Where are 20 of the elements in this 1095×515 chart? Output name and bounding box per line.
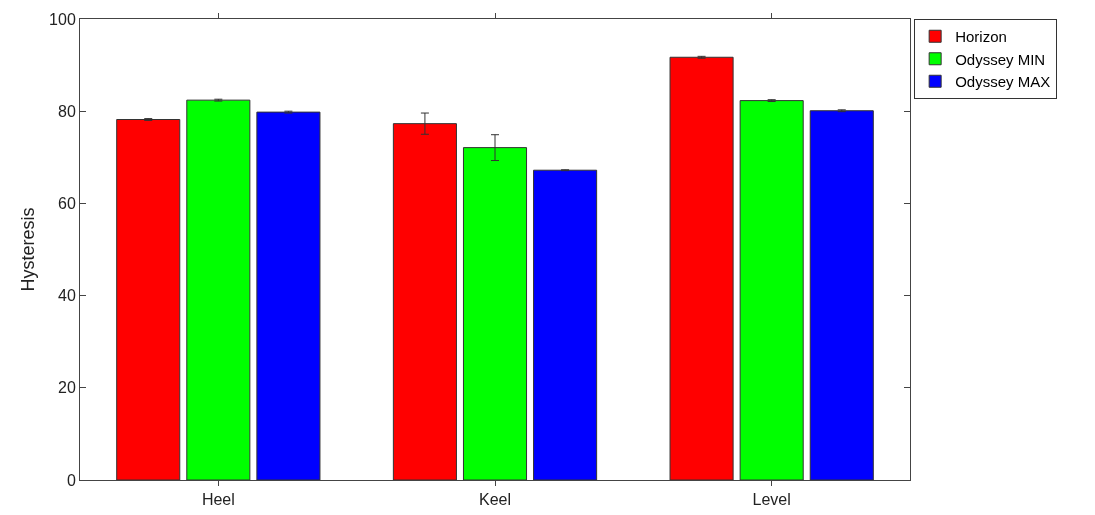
bar [186,99,251,480]
y-tick-label: 0 [66,471,76,489]
bar [809,110,874,480]
y-tick-label: 100 [49,10,76,28]
legend-label: Odyssey MAX [955,73,1051,91]
y-tick-label: 40 [58,287,76,305]
bar [533,169,598,480]
y-tick-label: 60 [58,195,76,212]
x-tick-label: Level [752,491,791,509]
legend-label: Odyssey MIN [955,50,1046,68]
bar [739,100,804,480]
x-tick-label: Heel [201,491,235,509]
bar [256,111,321,480]
y-tick-label: 80 [58,102,76,120]
bar [116,119,181,480]
y-tick-label: 20 [58,379,76,397]
legend-label: Horizon [955,28,1007,46]
bar [669,56,734,480]
x-tick-label: Keel [478,491,512,509]
y-axis-title: Hysteresis [18,207,38,292]
